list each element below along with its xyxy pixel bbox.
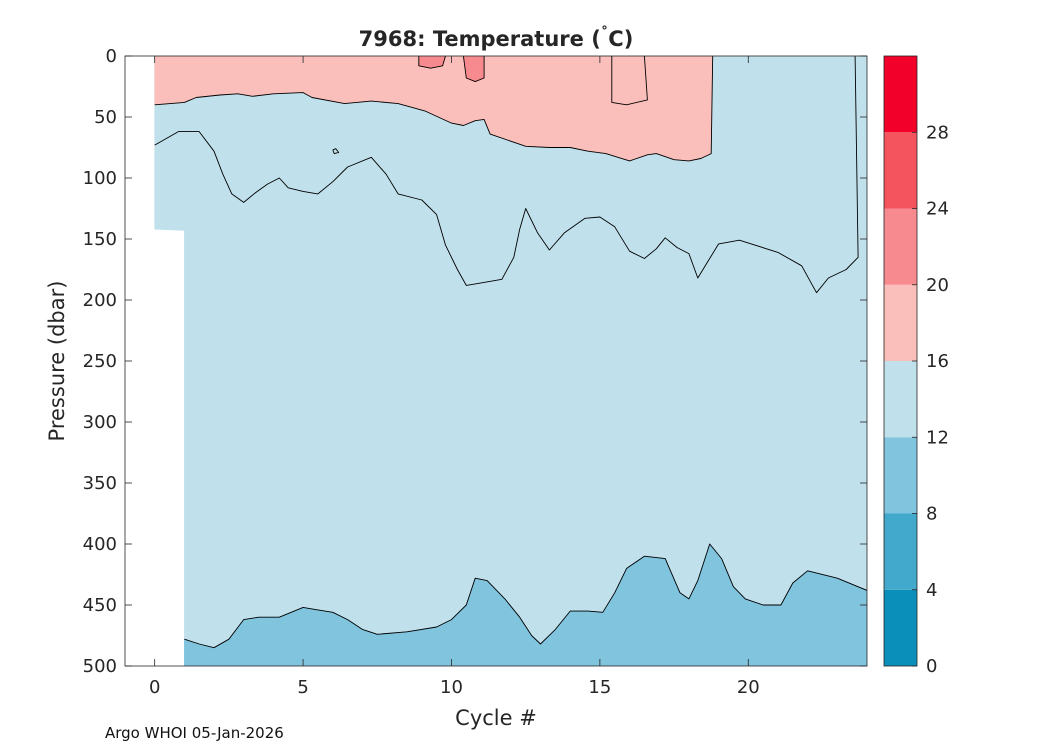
colorbar-tick-label: 20	[926, 275, 949, 296]
x-axis-label: Cycle #	[455, 706, 537, 730]
colorbar-segment	[884, 208, 917, 285]
x-tick-label: 20	[737, 677, 760, 698]
contour-12-line	[154, 56, 859, 294]
colorbar-segment	[884, 513, 917, 590]
colorbar-segment	[884, 437, 917, 514]
colorbar-segment	[884, 132, 917, 209]
y-tick-label: 300	[83, 412, 117, 433]
colorbar-segment	[884, 56, 917, 133]
x-axis: 0 5 10 15 20	[149, 56, 760, 698]
colorbar-segment	[884, 589, 917, 666]
y-axis: 0 50 100 150 200 250 300 350 400 450 500	[83, 46, 867, 677]
colorbar-tick-label: 8	[926, 504, 937, 525]
y-tick-label: 100	[83, 168, 117, 189]
contour-20-a-line	[418, 56, 446, 69]
chart-title: 7968: Temperature (˚C)	[359, 25, 634, 51]
colorbar-tick-label: 12	[926, 427, 949, 448]
contour-12-inner-line	[611, 56, 648, 106]
colorbar: 0 4 8 12 16 20 24 28	[883, 55, 949, 677]
colorbar-tick-label: 4	[926, 580, 937, 601]
colorbar-segment	[884, 361, 917, 438]
x-tick-label: 0	[149, 677, 160, 698]
contour-8-line	[184, 543, 867, 649]
footer-credit: Argo WHOI 05-Jan-2026	[105, 724, 284, 742]
contour-12-small-line	[332, 148, 340, 155]
colorbar-tick-label: 0	[926, 656, 937, 677]
x-tick-label: 10	[440, 677, 463, 698]
contour-plot-area	[125, 56, 867, 666]
colorbar-segment	[884, 284, 917, 361]
y-tick-label: 450	[83, 595, 117, 616]
contour-16-line	[154, 56, 714, 162]
y-tick-label: 150	[83, 229, 117, 250]
y-axis-label: Pressure (dbar)	[45, 281, 69, 442]
x-tick-label: 5	[297, 677, 308, 698]
y-tick-label: 200	[83, 290, 117, 311]
region-12-16-base	[154, 56, 867, 666]
contour-20-b-line	[462, 56, 485, 83]
y-tick-label: 500	[83, 656, 117, 677]
y-tick-label: 0	[106, 46, 117, 67]
y-tick-label: 400	[83, 534, 117, 555]
y-tick-label: 50	[94, 107, 117, 128]
colorbar-tick-label: 16	[926, 351, 949, 372]
colorbar-tick-label: 24	[926, 199, 949, 220]
x-tick-label: 15	[588, 677, 611, 698]
colorbar-tick-label: 28	[926, 122, 949, 143]
y-tick-label: 250	[83, 351, 117, 372]
y-tick-label: 350	[83, 473, 117, 494]
